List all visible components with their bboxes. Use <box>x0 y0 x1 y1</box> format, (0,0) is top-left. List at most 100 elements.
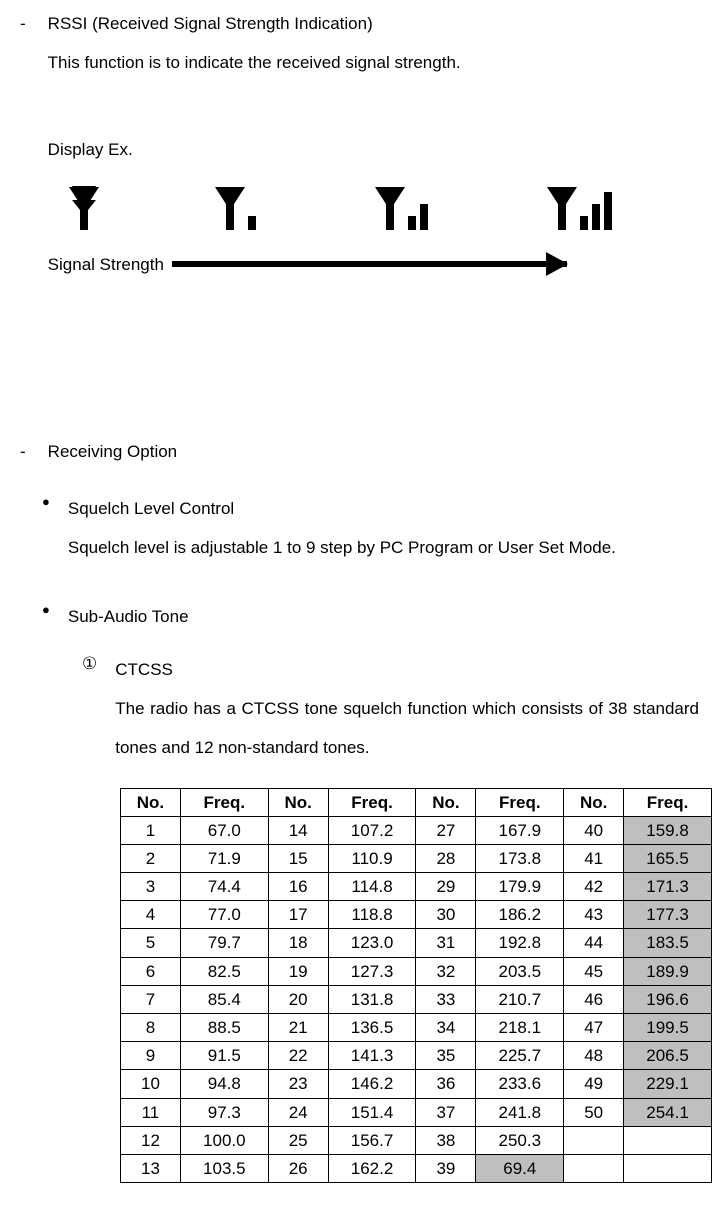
cell-freq: 151.4 <box>328 1098 416 1126</box>
cell-no: 11 <box>121 1098 181 1126</box>
cell-freq: 69.4 <box>476 1154 564 1182</box>
cell-freq: 254.1 <box>624 1098 712 1126</box>
cell-no: 16 <box>268 873 328 901</box>
cell-no: 46 <box>564 985 624 1013</box>
cell-no: 43 <box>564 901 624 929</box>
cell-freq: 196.6 <box>624 985 712 1013</box>
cell-no <box>564 1154 624 1182</box>
cell-freq: 79.7 <box>180 929 268 957</box>
cell-freq: 136.5 <box>328 1014 416 1042</box>
column-header-no: No. <box>121 788 181 816</box>
subaudio-subsection: ● Sub-Audio Tone <box>20 597 699 636</box>
cell-no: 7 <box>121 985 181 1013</box>
cell-no: 34 <box>416 1014 476 1042</box>
cell-no: 31 <box>416 929 476 957</box>
cell-freq: 167.9 <box>476 816 564 844</box>
cell-no: 37 <box>416 1098 476 1126</box>
cell-no: 2 <box>121 844 181 872</box>
bullet-icon: ● <box>42 597 50 636</box>
column-header-freq: Freq. <box>624 788 712 816</box>
cell-no: 19 <box>268 957 328 985</box>
table-row: 1094.823146.236233.649229.1 <box>121 1070 712 1098</box>
display-ex-label: Display Ex. <box>48 136 699 163</box>
cell-freq: 82.5 <box>180 957 268 985</box>
rssi-title: RSSI (Received Signal Strength Indicatio… <box>48 10 699 37</box>
signal-bars-0-icon <box>68 186 104 238</box>
column-header-freq: Freq. <box>180 788 268 816</box>
cell-freq: 146.2 <box>328 1070 416 1098</box>
signal-bars-1-icon <box>214 186 264 238</box>
cell-no: 27 <box>416 816 476 844</box>
subaudio-title: Sub-Audio Tone <box>68 597 189 636</box>
cell-no: 26 <box>268 1154 328 1182</box>
cell-freq: 88.5 <box>180 1014 268 1042</box>
cell-freq: 173.8 <box>476 844 564 872</box>
table-row: 991.522141.335225.748206.5 <box>121 1042 712 1070</box>
cell-no: 38 <box>416 1126 476 1154</box>
cell-freq: 107.2 <box>328 816 416 844</box>
cell-no: 17 <box>268 901 328 929</box>
cell-freq: 192.8 <box>476 929 564 957</box>
cell-no: 21 <box>268 1014 328 1042</box>
table-row: 477.017118.830186.243177.3 <box>121 901 712 929</box>
cell-no: 33 <box>416 985 476 1013</box>
cell-freq: 229.1 <box>624 1070 712 1098</box>
cell-freq <box>624 1126 712 1154</box>
cell-freq: 210.7 <box>476 985 564 1013</box>
dash-marker: - <box>20 10 26 278</box>
cell-freq: 71.9 <box>180 844 268 872</box>
cell-freq: 77.0 <box>180 901 268 929</box>
cell-no: 1 <box>121 816 181 844</box>
cell-freq: 156.7 <box>328 1126 416 1154</box>
column-header-no: No. <box>416 788 476 816</box>
cell-freq: 241.8 <box>476 1098 564 1126</box>
cell-no: 42 <box>564 873 624 901</box>
cell-no: 49 <box>564 1070 624 1098</box>
table-row: 579.718123.031192.844183.5 <box>121 929 712 957</box>
signal-strength-label: Signal Strength <box>48 251 164 278</box>
cell-freq: 91.5 <box>180 1042 268 1070</box>
cell-no: 24 <box>268 1098 328 1126</box>
cell-no: 13 <box>121 1154 181 1182</box>
receiving-option-section: - Receiving Option <box>20 438 699 465</box>
cell-no: 35 <box>416 1042 476 1070</box>
cell-no: 25 <box>268 1126 328 1154</box>
cell-freq: 186.2 <box>476 901 564 929</box>
cell-freq: 162.2 <box>328 1154 416 1182</box>
table-row: 271.915110.928173.841165.5 <box>121 844 712 872</box>
cell-freq: 74.4 <box>180 873 268 901</box>
signal-strength-arrow: Signal Strength <box>48 251 699 278</box>
cell-freq: 218.1 <box>476 1014 564 1042</box>
cell-no: 9 <box>121 1042 181 1070</box>
cell-freq: 110.9 <box>328 844 416 872</box>
table-row: 1197.324151.437241.850254.1 <box>121 1098 712 1126</box>
bullet-icon: ● <box>42 489 50 567</box>
cell-no: 47 <box>564 1014 624 1042</box>
cell-freq: 189.9 <box>624 957 712 985</box>
cell-no: 36 <box>416 1070 476 1098</box>
receiving-option-title: Receiving Option <box>48 438 699 465</box>
cell-freq: 103.5 <box>180 1154 268 1182</box>
arrow-icon <box>172 261 567 267</box>
ctcss-table: No.Freq.No.Freq.No.Freq.No.Freq. 167.014… <box>20 788 699 1184</box>
table-row: 888.521136.534218.147199.5 <box>121 1014 712 1042</box>
cell-no: 40 <box>564 816 624 844</box>
cell-no: 4 <box>121 901 181 929</box>
ctcss-desc: The radio has a CTCSS tone squelch funct… <box>115 689 699 767</box>
ctcss-title: CTCSS <box>115 650 699 689</box>
rssi-section: - RSSI (Received Signal Strength Indicat… <box>20 10 699 278</box>
dash-marker: - <box>20 438 26 465</box>
column-header-freq: Freq. <box>476 788 564 816</box>
cell-no: 10 <box>121 1070 181 1098</box>
cell-freq: 206.5 <box>624 1042 712 1070</box>
cell-no: 18 <box>268 929 328 957</box>
signal-bars-2-icon <box>374 186 436 238</box>
cell-no: 22 <box>268 1042 328 1070</box>
column-header-no: No. <box>564 788 624 816</box>
cell-freq: 203.5 <box>476 957 564 985</box>
cell-freq: 179.9 <box>476 873 564 901</box>
cell-freq: 131.8 <box>328 985 416 1013</box>
cell-freq: 171.3 <box>624 873 712 901</box>
cell-no: 5 <box>121 929 181 957</box>
cell-no: 30 <box>416 901 476 929</box>
